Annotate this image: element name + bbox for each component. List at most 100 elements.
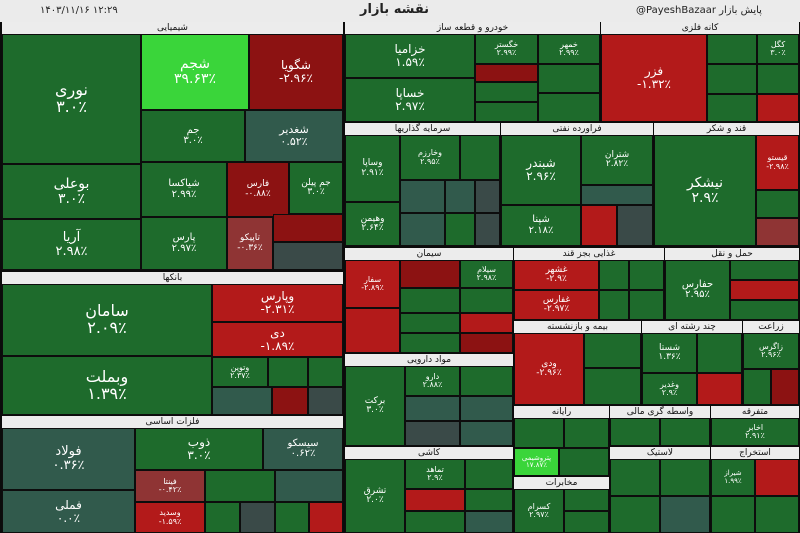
tile-small[interactable] bbox=[707, 34, 757, 64]
tile-shyaksa[interactable]: شیاکسا ۲.۹۹٪ bbox=[141, 162, 227, 217]
tile-small[interactable] bbox=[205, 470, 275, 502]
tile-small[interactable] bbox=[538, 64, 600, 93]
tile-shetran[interactable]: شتران ۲.۸۲٪ bbox=[581, 135, 653, 185]
tile-small[interactable] bbox=[707, 94, 757, 122]
tile-small[interactable] bbox=[711, 496, 755, 533]
tile-small[interactable] bbox=[514, 418, 564, 448]
tile-pars[interactable]: پارس ۲.۹۷٪ bbox=[141, 217, 227, 270]
tile-vasapa[interactable]: وساپا ۲.۹۱٪ bbox=[345, 135, 400, 202]
tile-shiraz[interactable]: شیراز ۱.۹۹٪ bbox=[711, 459, 755, 496]
tile-di[interactable]: دی -۱.۸۹٪ bbox=[212, 322, 343, 357]
tile-shepana[interactable]: شپنا ۲.۱۸٪ bbox=[501, 205, 581, 246]
tile-small[interactable] bbox=[405, 511, 465, 533]
tile-small[interactable] bbox=[756, 190, 799, 218]
tile-zagros[interactable]: زاگرس ۲.۹۶٪ bbox=[743, 333, 799, 369]
tile-qistu[interactable]: قیستو -۲.۹۸٪ bbox=[756, 135, 799, 190]
tile-small[interactable] bbox=[564, 418, 609, 448]
tile-saman[interactable]: سامان ۲.۰۹٪ bbox=[2, 284, 212, 356]
tile-ghfars[interactable]: غفارس -۲.۹۷٪ bbox=[514, 290, 599, 320]
tile-small-a[interactable] bbox=[273, 214, 343, 242]
tile-small[interactable] bbox=[465, 511, 513, 533]
tile-small[interactable] bbox=[475, 180, 500, 213]
tile-small[interactable] bbox=[475, 102, 538, 122]
tile-khegostar[interactable]: خگستر ۲.۹۹٪ bbox=[475, 34, 538, 64]
tile-small[interactable] bbox=[308, 357, 343, 387]
tile-small[interactable] bbox=[584, 368, 641, 405]
tile-small[interactable] bbox=[405, 396, 460, 421]
tile-kasra[interactable]: کسرام ۲.۹۷٪ bbox=[514, 489, 564, 533]
tile-small[interactable] bbox=[697, 333, 742, 373]
tile-small[interactable] bbox=[460, 366, 513, 396]
tile-vakhasa[interactable]: وخارزم ۲.۹۵٪ bbox=[400, 135, 460, 180]
tile-small[interactable] bbox=[730, 300, 799, 320]
tile-zob[interactable]: ذوب ۳.۰٪ bbox=[135, 428, 263, 470]
tile-small[interactable] bbox=[564, 489, 609, 511]
tile-small[interactable] bbox=[599, 290, 629, 320]
tile-small[interactable] bbox=[405, 489, 465, 511]
tile-small[interactable] bbox=[538, 93, 600, 122]
tile-small[interactable] bbox=[275, 502, 309, 533]
tile-small[interactable] bbox=[564, 511, 609, 533]
tile-small[interactable] bbox=[465, 489, 513, 511]
tile-small[interactable] bbox=[460, 421, 513, 446]
tile-small[interactable] bbox=[755, 496, 799, 533]
tile-small[interactable] bbox=[400, 180, 445, 213]
tile-hafars[interactable]: حفارس ۲.۹۵٪ bbox=[665, 260, 730, 320]
tile-small[interactable] bbox=[755, 459, 799, 496]
tile-small[interactable] bbox=[272, 387, 308, 415]
tile-pamloo[interactable]: پتروشیمی ۱۷.۸۷٪ bbox=[514, 448, 559, 476]
tile-khamehr[interactable]: خمهر ۲.۹۹٪ bbox=[538, 34, 600, 64]
tile-shjam[interactable]: شجم ۳۹.۶۳٪ bbox=[141, 34, 249, 110]
tile-small[interactable] bbox=[460, 135, 500, 180]
tile-femli[interactable]: فملی ۰.۰٪ bbox=[2, 490, 135, 533]
tile-vahiba[interactable]: وهیمن ۲.۶۴٪ bbox=[345, 202, 400, 246]
tile-nouri[interactable]: نوری ۳.۰٪ bbox=[2, 34, 141, 164]
tile-small[interactable] bbox=[445, 180, 475, 213]
tile-sfars[interactable]: سفار -۲.۸۹٪ bbox=[345, 260, 400, 308]
tile-small[interactable] bbox=[707, 64, 757, 94]
tile-vebmelat[interactable]: وبملت ۱.۳۹٪ bbox=[2, 356, 212, 415]
tile-small[interactable] bbox=[445, 213, 475, 246]
tile-ghshahr[interactable]: غشهر -۲.۹٪ bbox=[514, 260, 599, 290]
tile-small[interactable] bbox=[660, 459, 710, 496]
tile-small[interactable] bbox=[660, 496, 710, 533]
tile-small[interactable] bbox=[460, 333, 513, 353]
tile-small[interactable] bbox=[581, 185, 653, 205]
tile-small[interactable] bbox=[465, 459, 513, 489]
tile-fameli2[interactable]: فینتا -۰.۴۲٪ bbox=[135, 470, 205, 502]
tile-khazamia[interactable]: خزامیا ۱.۵۹٪ bbox=[345, 34, 475, 78]
tile-fola[interactable]: فولاد ۰.۳۶٪ bbox=[2, 428, 135, 490]
tile-vasdid[interactable]: وسدید -۱.۵۹٪ bbox=[135, 502, 205, 533]
tile-small[interactable] bbox=[743, 369, 771, 405]
tile-tapiko[interactable]: تاپیکو -۰.۳۶٪ bbox=[227, 217, 273, 270]
tile-khasapa[interactable]: خساپا ۲.۹۷٪ bbox=[345, 78, 475, 122]
tile-shebandar[interactable]: شبندر ۲.۹۶٪ bbox=[501, 135, 581, 205]
tile-toshkil[interactable]: تشرق ۲.۰٪ bbox=[345, 459, 405, 533]
tile-small[interactable] bbox=[460, 288, 513, 313]
tile-small[interactable] bbox=[610, 496, 660, 533]
tile-small[interactable] bbox=[475, 82, 538, 102]
tile-small[interactable] bbox=[400, 313, 460, 333]
tile-small[interactable] bbox=[400, 213, 445, 246]
tile-small[interactable] bbox=[771, 369, 799, 405]
tile-vdi[interactable]: ودی -۲.۹۶٪ bbox=[514, 333, 584, 405]
tile-small[interactable] bbox=[756, 218, 799, 246]
tile-siman1[interactable]: سیلام ۲.۹۸٪ bbox=[460, 260, 513, 288]
tile-small[interactable] bbox=[405, 421, 460, 446]
tile-fars[interactable]: فارس -۰.۸۸٪ bbox=[227, 162, 289, 217]
tile-bouali[interactable]: بوعلی ۳.۰٪ bbox=[2, 164, 141, 219]
tile-small[interactable] bbox=[584, 333, 641, 368]
tile-shasta[interactable]: شستا ۱.۳۶٪ bbox=[642, 333, 697, 373]
tile-small[interactable] bbox=[275, 470, 343, 502]
tile-small[interactable] bbox=[400, 288, 460, 313]
tile-small[interactable] bbox=[629, 290, 664, 320]
tile-vpars[interactable]: وپارس -۲.۳۱٪ bbox=[212, 284, 343, 322]
tile-small[interactable] bbox=[629, 260, 664, 290]
tile-small[interactable] bbox=[309, 502, 343, 533]
tile-small[interactable] bbox=[268, 357, 308, 387]
tile-small[interactable] bbox=[599, 260, 629, 290]
tile-small[interactable] bbox=[660, 418, 710, 446]
tile-small[interactable] bbox=[475, 213, 500, 246]
tile-kegol[interactable]: کگل ۳.۰٪ bbox=[757, 34, 799, 64]
tile-small[interactable] bbox=[757, 64, 799, 94]
